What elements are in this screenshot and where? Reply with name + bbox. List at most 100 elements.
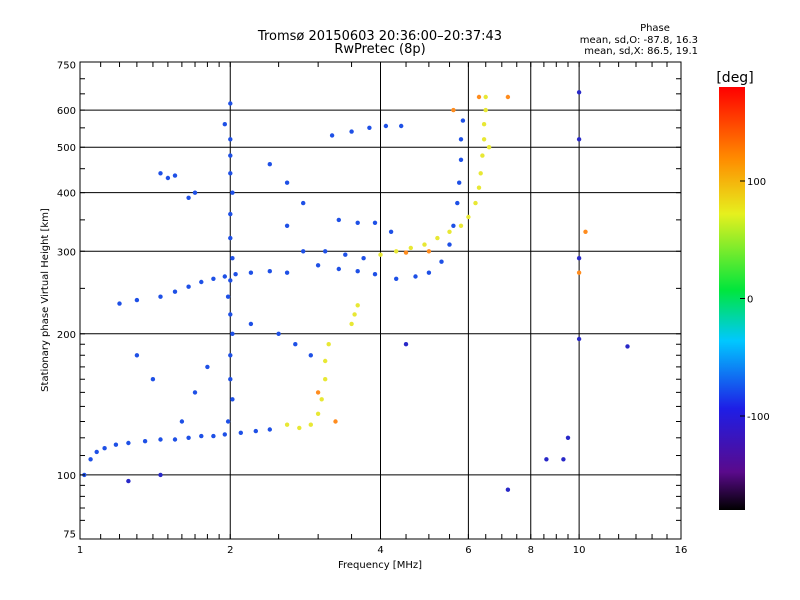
data-point: [349, 321, 354, 327]
y-axis-ticks: 75 100 200 300 400 500 600 750: [57, 61, 681, 540]
data-point: [333, 419, 338, 424]
data-point: [319, 397, 324, 402]
data-point: [172, 437, 178, 442]
chart-title: Tromsø 20150603 20:36:00–20:37:43: [257, 29, 502, 44]
x-tick-label: 6: [465, 545, 471, 556]
data-point: [422, 242, 427, 247]
data-point: [457, 180, 462, 185]
y-tick-label: 750: [57, 61, 76, 72]
data-point: [248, 270, 254, 275]
data-point: [211, 433, 216, 439]
phase-title: Phase: [640, 23, 670, 34]
data-point: [211, 276, 216, 281]
data-point: [222, 432, 227, 437]
y-tick-label: 400: [57, 189, 76, 200]
data-point: [625, 344, 630, 349]
data-point: [186, 284, 191, 289]
data-point: [301, 200, 306, 206]
data-point: [102, 446, 107, 451]
data-point: [134, 353, 140, 358]
data-point: [158, 472, 163, 478]
data-point: [451, 107, 456, 113]
data-point: [483, 107, 488, 113]
data-point: [458, 157, 464, 162]
data-point: [458, 223, 464, 228]
data-point: [565, 435, 571, 440]
data-point: [576, 256, 582, 261]
colorbar-tick-label: 100: [747, 177, 766, 188]
data-point: [267, 269, 272, 274]
data-point: [481, 122, 487, 127]
y-tick-label: 500: [57, 143, 76, 154]
data-point: [284, 270, 290, 275]
data-point: [228, 353, 233, 358]
x-tick-label: 1: [77, 545, 83, 556]
data-point: [284, 223, 290, 228]
x-tick-label: 10: [573, 545, 586, 556]
data-point: [383, 123, 389, 129]
data-point: [134, 297, 140, 303]
data-point: [323, 377, 328, 382]
data-point: [361, 256, 366, 261]
data-point: [323, 358, 328, 364]
data-point: [230, 331, 235, 336]
data-point: [367, 125, 372, 130]
x-tick-label: 8: [528, 545, 534, 556]
data-point: [426, 270, 432, 275]
data-point: [486, 145, 492, 150]
data-point: [150, 377, 156, 382]
data-point: [403, 342, 409, 347]
data-point: [480, 153, 485, 158]
data-point: [329, 133, 335, 138]
phase-line-x: mean, sd,X: 86.5, 19.1: [584, 46, 698, 57]
data-point: [576, 90, 582, 95]
data-point: [158, 294, 163, 299]
colorbar-tick-label: 0: [747, 295, 753, 306]
data-point: [460, 118, 466, 123]
data-point: [413, 274, 418, 279]
y-tick-label: 200: [57, 330, 76, 341]
data-point: [301, 249, 306, 254]
y-tick-label: 100: [57, 471, 76, 482]
y-tick-label: 300: [57, 247, 76, 258]
data-point: [186, 435, 191, 440]
data-point: [192, 190, 198, 195]
y-tick-label: 75: [63, 529, 76, 540]
data-point: [315, 390, 321, 395]
data-point: [388, 229, 394, 234]
data-point: [293, 342, 298, 347]
data-points: [82, 90, 630, 492]
data-point: [315, 411, 321, 416]
y-tick-label: 600: [57, 106, 76, 117]
data-point: [544, 457, 549, 462]
data-point: [576, 137, 582, 142]
x-tick-label: 4: [377, 545, 383, 556]
data-point: [142, 439, 148, 444]
data-point: [228, 235, 233, 241]
data-point: [355, 220, 360, 225]
data-point: [228, 278, 233, 283]
data-point: [336, 266, 341, 272]
data-point: [172, 173, 178, 178]
data-point: [458, 137, 464, 142]
data-point: [158, 437, 163, 442]
colorbar-tick-label: -100: [747, 412, 770, 423]
data-point: [372, 272, 378, 277]
data-point: [238, 430, 243, 435]
data-point: [248, 321, 254, 327]
data-point: [476, 185, 482, 190]
data-point: [336, 217, 341, 223]
data-point: [576, 336, 582, 342]
data-point: [94, 449, 99, 455]
x-axis-label: Frequency [MHz]: [338, 560, 422, 571]
data-point: [267, 427, 272, 432]
data-point: [253, 428, 258, 434]
data-point: [126, 440, 131, 446]
data-point: [426, 249, 432, 254]
data-point: [199, 279, 204, 285]
data-point: [355, 303, 360, 308]
data-point: [186, 195, 191, 200]
data-point: [399, 123, 404, 129]
colorbar-ticks: 100 0 -100: [740, 177, 770, 423]
